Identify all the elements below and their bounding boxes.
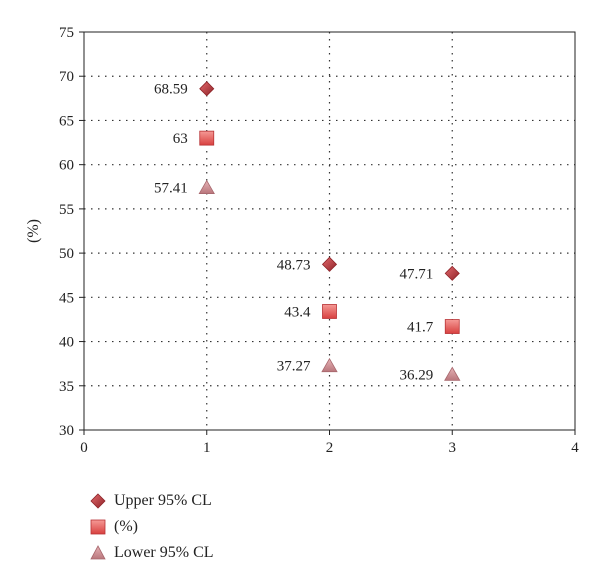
x-tick-label: 4 [571,440,579,456]
data-label: 36.29 [400,367,434,383]
y-tick-label: 35 [59,379,74,395]
triangle-marker-icon [90,545,106,560]
data-marks [198,81,461,381]
data-label: 57.41 [154,181,188,197]
data-label: 48.73 [277,257,311,273]
axis-ticks: 30 35 40 45 50 55 60 65 70 75 0 1 2 3 4 [59,25,579,456]
square-marker-icon [90,519,106,535]
legend-item-lower: Lower 95% CL [88,540,214,566]
square-marker [444,319,460,334]
y-tick-label: 50 [59,246,74,262]
x-tick-label: 2 [326,440,334,456]
diamond-marker-icon [90,493,106,509]
square-marker [199,130,215,146]
legend-item-mid: (%) [88,514,214,540]
y-tick-label: 70 [59,69,74,85]
y-tick-label: 30 [59,423,74,439]
triangle-marker [321,357,338,373]
y-tick-label: 40 [59,335,74,351]
x-tick-label: 1 [203,440,211,456]
y-tick-label: 55 [59,202,74,218]
y-tick-label: 60 [59,158,74,174]
scatter-chart: 30 35 40 45 50 55 60 65 70 75 0 1 2 3 4 (%) 68.59 48.73… [25,25,579,456]
y-axis-label: (%) [25,219,42,243]
data-label: 68.59 [154,82,188,98]
y-tick-label: 65 [59,113,74,129]
x-tick-label: 3 [449,440,457,456]
data-label: 37.27 [277,359,311,375]
y-tick-label: 45 [59,290,74,306]
square-marker [322,304,337,319]
diamond-marker [321,256,338,272]
legend-item-upper: Upper 95% CL [88,488,214,514]
triangle-marker [444,366,461,381]
data-label: 63 [173,131,188,147]
diamond-marker [444,265,460,281]
legend-label-lower: Lower 95% CL [114,544,214,561]
legend: Upper 95% CL (%) Lower 95% CL [88,488,214,566]
data-label: 41.7 [407,320,434,336]
legend-label-upper: Upper 95% CL [114,492,212,509]
data-labels: 68.59 48.73 47.71 63 43.4 41.7 57.41 37.27 36.29 [154,82,434,384]
y-tick-label: 75 [59,25,74,41]
grid-lines [84,32,575,430]
legend-label-mid: (%) [114,518,138,535]
data-label: 43.4 [284,304,311,320]
data-label: 47.71 [400,266,434,282]
diamond-marker [199,81,215,97]
triangle-marker [198,179,215,194]
x-tick-label: 0 [80,440,88,456]
